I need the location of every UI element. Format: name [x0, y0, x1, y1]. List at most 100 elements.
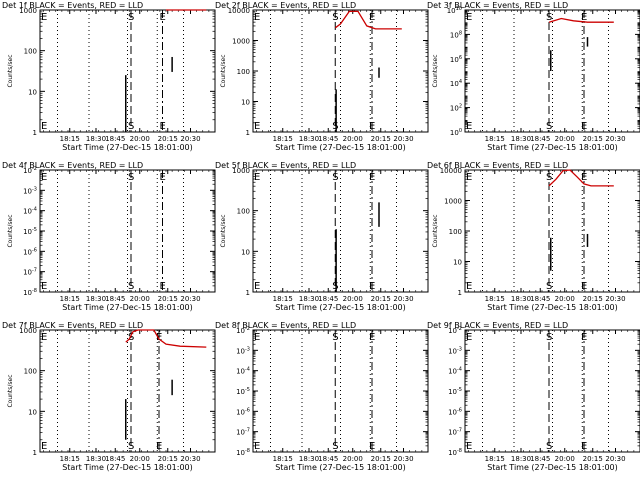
- y-tick-label: 10-6: [23, 247, 37, 256]
- detector-panel: Det 9f BLACK = Events, RED = LLD 10-8 10-7…: [427, 321, 640, 472]
- event-marker-label: E: [41, 332, 47, 343]
- detector-panel: Det 6f BLACK = Events, RED = LLD Counts/s…: [427, 161, 640, 312]
- event-marker-label: E: [254, 121, 260, 132]
- x-axis-label: Start Time (27-Dec-15 18:01:00): [275, 463, 406, 472]
- x-tick-label: 20:15: [158, 455, 178, 463]
- event-marker-label: E: [369, 12, 375, 23]
- y-axis-label: Counts/sec: [220, 214, 227, 247]
- event-marker-label: E: [581, 281, 587, 292]
- event-marker-label: E: [41, 281, 47, 292]
- y-tick-label: 102: [450, 104, 462, 113]
- y-tick-label: 1000: [19, 7, 37, 15]
- y-tick-label: 10-5: [23, 227, 37, 236]
- event-marker-label: S: [546, 121, 552, 132]
- x-tick-label: 20:30: [605, 135, 625, 143]
- lld-series-line: [125, 329, 207, 348]
- y-tick-label: 106: [450, 55, 462, 64]
- x-tick-label: 20:30: [605, 455, 625, 463]
- x-tick-label: 20:30: [393, 295, 413, 303]
- x-axis-label: Start Time (27-Dec-15 18:01:00): [487, 303, 618, 312]
- y-tick-label: 10-2: [236, 326, 250, 335]
- panel-title: Det 7f BLACK = Events, RED = LLD: [2, 321, 143, 330]
- y-tick-label: 10-3: [23, 186, 37, 195]
- event-marker-label: S: [128, 332, 134, 343]
- event-marker-label: S: [128, 12, 134, 23]
- y-tick-label: 10-8: [236, 448, 250, 457]
- event-marker-label: E: [466, 441, 472, 452]
- event-marker-label: E: [369, 441, 375, 452]
- x-tick-label: 18:15: [485, 295, 505, 303]
- x-axis-label: Start Time (27-Dec-15 18:01:00): [487, 463, 618, 472]
- x-axis-label: Start Time (27-Dec-15 18:01:00): [487, 143, 618, 152]
- event-marker-label: E: [466, 12, 472, 23]
- event-marker-label: E: [466, 121, 472, 132]
- x-tick-label: 18:45: [530, 295, 550, 303]
- event-marker-label: S: [128, 281, 134, 292]
- x-tick-label: 18:30: [511, 135, 531, 143]
- y-tick-label: 1000: [232, 38, 250, 46]
- y-tick-label: 10: [241, 99, 250, 107]
- y-tick-label: 10-4: [23, 207, 37, 216]
- x-tick-label: 20:00: [130, 455, 150, 463]
- event-marker-label: E: [581, 441, 587, 452]
- y-tick-label: 10-3: [236, 346, 250, 355]
- x-tick-label: 20:00: [130, 135, 150, 143]
- y-tick-label: 10-7: [448, 428, 462, 437]
- event-marker-label: E: [41, 441, 47, 452]
- y-tick-label: 108: [450, 30, 462, 39]
- x-tick-label: 18:15: [273, 135, 293, 143]
- y-tick-label: 1: [246, 129, 250, 137]
- detector-panel: Det 4f BLACK = Events, RED = LLD Counts/s…: [2, 161, 216, 312]
- event-marker-label: E: [369, 121, 375, 132]
- x-axis-label: Start Time (27-Dec-15 18:01:00): [275, 143, 406, 152]
- lld-series-line: [548, 169, 614, 187]
- y-axis-label: Counts/sec: [7, 54, 14, 87]
- y-tick-label: 10000: [228, 7, 250, 15]
- panel-title: Det 2f BLACK = Events, RED = LLD: [215, 1, 356, 10]
- panel-title: Det 3f BLACK = Events, RED = LLD: [427, 1, 568, 10]
- y-tick-label: 10-6: [448, 407, 462, 416]
- y-tick-label: 100: [450, 128, 462, 137]
- detector-panel: Det 1f BLACK = Events, RED = LLD Counts/s…: [2, 1, 216, 152]
- x-tick-label: 18:30: [86, 135, 106, 143]
- event-marker-label: E: [41, 172, 47, 183]
- x-tick-label: 18:45: [530, 455, 550, 463]
- detector-panel: Det 7f BLACK = Events, RED = LLD Counts/s…: [2, 321, 216, 472]
- x-axis-label: Start Time (27-Dec-15 18:01:00): [275, 303, 406, 312]
- y-tick-label: 10-2: [23, 166, 37, 175]
- event-marker-label: E: [41, 121, 47, 132]
- x-tick-label: 20:00: [555, 135, 575, 143]
- event-marker-label: S: [128, 172, 134, 183]
- event-marker-label: E: [581, 121, 587, 132]
- event-marker-label: E: [466, 332, 472, 343]
- event-marker-label: S: [128, 121, 134, 132]
- event-marker-label: S: [332, 172, 338, 183]
- y-axis-label: Counts/sec: [7, 374, 14, 407]
- x-tick-label: 20:00: [343, 455, 363, 463]
- event-marker-label: E: [156, 332, 162, 343]
- event-marker-label: E: [160, 281, 166, 292]
- x-tick-label: 18:30: [511, 295, 531, 303]
- y-tick-label: 100: [449, 228, 462, 236]
- y-tick-label: 10-6: [236, 407, 250, 416]
- x-tick-label: 18:15: [273, 455, 293, 463]
- x-tick-label: 20:30: [393, 455, 413, 463]
- y-tick-label: 10-5: [236, 387, 250, 396]
- event-marker-label: E: [160, 12, 166, 23]
- event-marker-label: E: [369, 172, 375, 183]
- x-tick-label: 20:00: [343, 295, 363, 303]
- x-tick-label: 20:00: [555, 295, 575, 303]
- detector-panel: Det 3f BLACK = Events, RED = LLD Counts/s…: [427, 1, 640, 152]
- event-marker-label: E: [369, 332, 375, 343]
- panel-title: Det 4f BLACK = Events, RED = LLD: [2, 161, 143, 170]
- y-axis-label: Counts/sec: [432, 54, 439, 87]
- event-marker-label: S: [546, 332, 552, 343]
- x-tick-label: 18:15: [60, 455, 80, 463]
- x-tick-label: 20:15: [583, 135, 603, 143]
- x-tick-label: 20:00: [555, 455, 575, 463]
- x-tick-label: 18:15: [60, 295, 80, 303]
- event-marker-label: S: [546, 12, 552, 23]
- y-tick-label: 1000: [444, 198, 462, 206]
- event-marker-label: S: [332, 441, 338, 452]
